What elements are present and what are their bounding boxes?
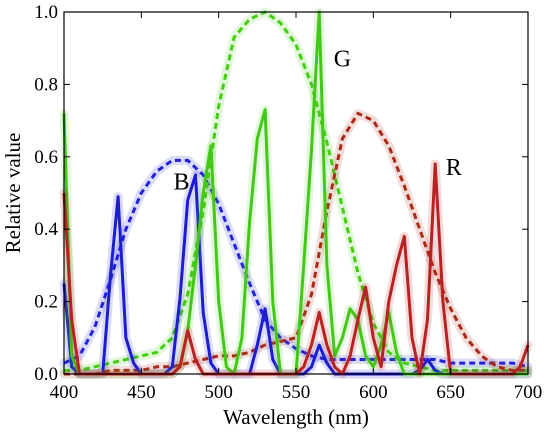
y-tick-label: 1.0	[34, 2, 58, 23]
curve-label-g: G	[334, 46, 351, 72]
curve-label-r: R	[446, 155, 462, 181]
y-tick-label: 0.2	[34, 292, 58, 313]
x-tick-label: 400	[50, 382, 79, 403]
y-tick-label: 0.8	[34, 74, 58, 95]
y-axis-label: Relative value	[1, 133, 25, 254]
series-2-line	[64, 111, 528, 376]
curve-annotations: B G R	[174, 46, 462, 195]
x-tick-label: 700	[514, 382, 543, 403]
x-tick-label: 600	[359, 382, 388, 403]
y-tick-label: 0.4	[34, 219, 58, 240]
x-tick-label: 500	[204, 382, 233, 403]
x-tick-label: 650	[436, 382, 465, 403]
x-axis-label: Wavelength (nm)	[223, 405, 369, 429]
curve-label-b: B	[174, 169, 190, 195]
axis-ticks: 400 450 500 550 600 650 700 0.0 0.2 0.4 0.6 0.8 1.0	[34, 2, 542, 403]
y-tick-label: 0.0	[34, 364, 58, 385]
y-tick-label: 0.6	[34, 147, 58, 168]
x-tick-label: 450	[127, 382, 156, 403]
x-tick-label: 550	[282, 382, 311, 403]
